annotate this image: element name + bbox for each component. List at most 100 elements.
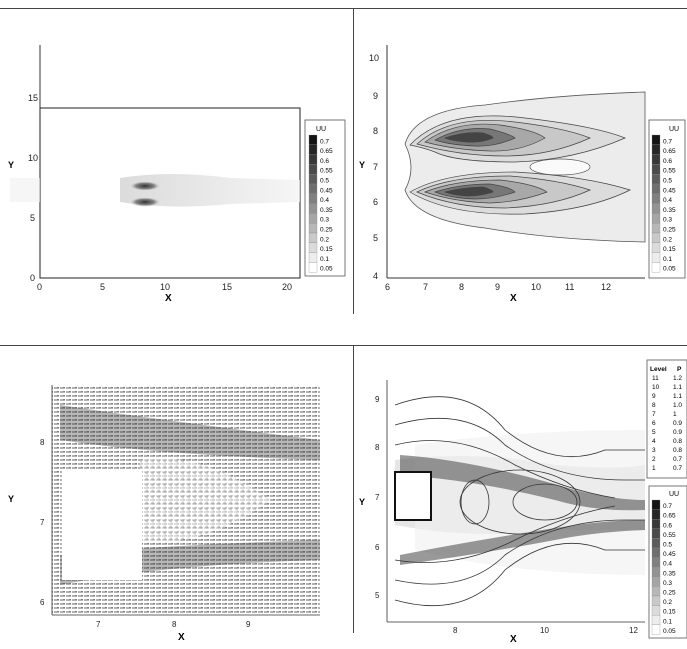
legend-swatch: [651, 547, 661, 558]
x-tick: 12: [601, 282, 611, 292]
table-pressure: 0.8: [673, 438, 682, 445]
legend-level: 0.5: [320, 178, 329, 185]
x-tick: 10: [531, 282, 541, 292]
legend-swatch: [651, 624, 661, 635]
legend-level: 0.05: [320, 266, 333, 273]
y-tick-labels: 15 10 5 0: [28, 93, 38, 283]
y-tick: 0: [30, 273, 35, 283]
y-tick: 10: [369, 53, 379, 63]
table-header-p: P: [677, 366, 682, 373]
legend-level: 0.4: [663, 197, 672, 204]
legend-swatch: [308, 242, 318, 253]
legend-swatch: [651, 232, 661, 243]
table-level: 10: [652, 384, 660, 391]
legend-level: 0.1: [663, 256, 672, 263]
x-tick-labels: 7 8 9: [96, 620, 251, 629]
legend-level: 0.1: [663, 618, 672, 625]
x-tick: 7: [96, 620, 101, 629]
uu-legend: UU 0.7 0.65 0.6 0.55 0.5 0.45 0.4 0.35 0.3 0.25 0.…: [304, 119, 346, 277]
x-tick: 8: [453, 626, 458, 635]
table-pressure: 0.9: [673, 429, 682, 436]
legend-swatch: [308, 134, 318, 145]
y-tick: 10: [28, 153, 38, 163]
legend-level: 0.55: [663, 532, 676, 539]
x-tick: 6: [385, 282, 390, 292]
legend-level: 0.3: [663, 217, 672, 224]
legend-swatch: [308, 144, 318, 155]
legend-swatch: [651, 134, 661, 145]
x-tick: 20: [282, 282, 292, 292]
legend-swatch: [651, 509, 661, 520]
table-pressure: 0.7: [673, 465, 682, 472]
block-obstacle: [62, 470, 142, 580]
legend-swatch: [308, 174, 318, 185]
legend-swatch: [651, 576, 661, 587]
legend-swatch: [308, 213, 318, 224]
x-tick: 9: [495, 282, 500, 292]
table-pressure: 1.1: [673, 393, 682, 400]
y-tick: 6: [373, 197, 378, 207]
x-tick-labels: 8 10 12: [453, 626, 638, 635]
legend-level: 0.55: [320, 168, 333, 175]
legend-swatch: [651, 499, 661, 510]
legend-swatch: [308, 203, 318, 214]
legend-level: 0.15: [320, 246, 333, 253]
x-tick: 15: [222, 282, 232, 292]
legend-swatch: [651, 519, 661, 529]
table-header-level: Level: [650, 366, 667, 373]
legend-level: 0.65: [663, 513, 676, 520]
x-tick-labels: 6 7 8 9 10 11 12: [385, 282, 611, 292]
legend-level: 0.7: [320, 138, 329, 145]
legend-level: 0.2: [663, 236, 672, 243]
legend-swatch: [308, 232, 318, 243]
legend-level: 0.5: [663, 178, 672, 185]
divider-middle: [0, 345, 687, 346]
legend-level: 0.45: [320, 187, 333, 194]
divider-vertical-bottom: [353, 345, 354, 633]
legend-swatch: [308, 223, 318, 234]
legend-title: UU: [669, 126, 679, 133]
legend-swatch: [651, 193, 661, 204]
legend-swatch: [308, 252, 318, 263]
table-pressure: 1.1: [673, 384, 682, 391]
legend-level: 0.05: [663, 628, 676, 635]
legend-level: 0.55: [663, 168, 676, 175]
legend-swatch: [651, 164, 661, 175]
y-tick: 4: [373, 271, 378, 281]
table-level: 9: [652, 393, 656, 400]
table-level: 3: [652, 447, 656, 454]
y-tick: 7: [40, 518, 45, 527]
legend-level: 0.2: [663, 599, 672, 606]
y-tick-labels: 8 7 6: [40, 438, 45, 607]
legend-swatch: [651, 154, 661, 165]
y-tick: 5: [373, 233, 378, 243]
uu-zoom-panel: 10 9 8 7 6 5 4 Y 6 7 8 9 10 11 12 X UU 0…: [359, 45, 686, 304]
y-tick: 5: [30, 213, 35, 223]
legend-level: 0.5: [663, 542, 672, 549]
pressure-level-table: Level P 11 1.2 10 1.1 9 1.1 8 1.0 7 1 6 0.9 5 0.9 4 0.8…: [646, 359, 687, 479]
divider-vertical-top: [353, 8, 354, 314]
y-axis-label: Y: [359, 160, 365, 170]
pressure-uu-panel: 9 8 7 6 5 Y 8 10 12 X Level P 11 1.210 1.1…: [359, 359, 687, 645]
table-pressure: 1: [673, 411, 677, 418]
legend-swatch: [651, 605, 661, 616]
legend-swatch: [651, 144, 661, 155]
table-level: 7: [652, 411, 656, 418]
table-level: 8: [652, 402, 656, 409]
pressure-contours: [394, 396, 645, 607]
y-tick: 7: [373, 162, 378, 172]
legend-title: UU: [316, 126, 326, 133]
legend-level: 0.05: [663, 266, 676, 273]
legend-level: 0.45: [663, 551, 676, 558]
table-pressure: 0.9: [673, 420, 682, 427]
legend-level: 0.3: [663, 580, 672, 587]
x-tick: 0: [37, 282, 42, 292]
legend-swatch: [308, 193, 318, 204]
legend-level: 0.35: [663, 207, 676, 214]
uu-legend: UU 0.7 0.65 0.6 0.55 0.5 0.45 0.4 0.35 0.3 0.25 0.…: [648, 119, 686, 279]
y-tick: 15: [28, 93, 38, 103]
legend-level: 0.25: [663, 227, 676, 234]
legend-level: 0.6: [320, 158, 329, 165]
legend-level: 0.35: [320, 207, 333, 214]
legend-swatch: [308, 262, 318, 273]
